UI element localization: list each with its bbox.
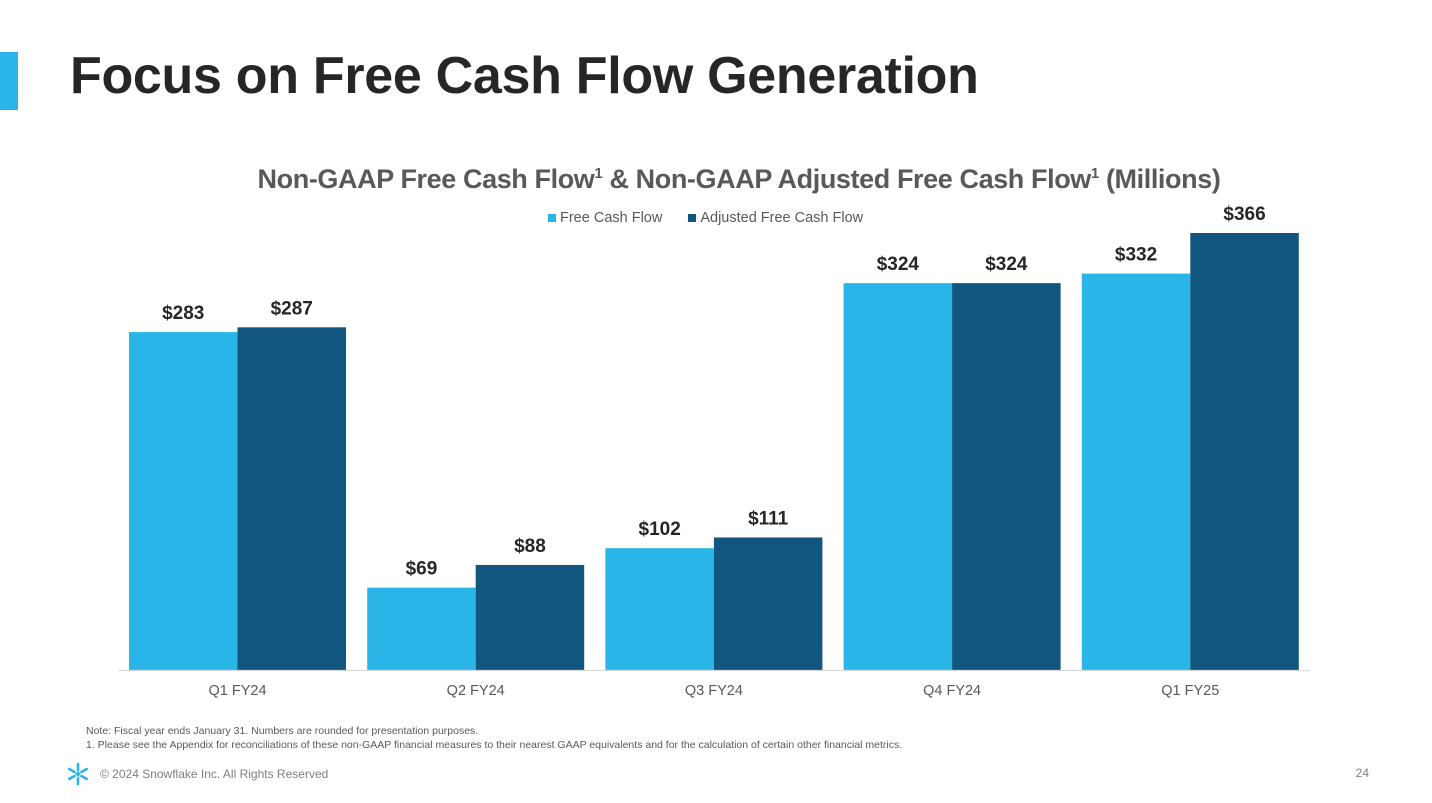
footnotes: Note: Fiscal year ends January 31. Numbe…: [86, 724, 902, 752]
bar-adjusted-free-cash-flow-2: [475, 564, 585, 670]
chart-legend: Free Cash Flow Adjusted Free Cash Flow: [548, 210, 889, 226]
data-label-free-cash-flow-3: $102: [639, 519, 681, 540]
x-tick-label-2: Q2 FY24: [447, 683, 505, 699]
legend-label-adjusted-free-cash-flow: Adjusted Free Cash Flow: [700, 210, 864, 226]
chart-title-part-1: Non-GAAP Free Cash Flow: [257, 164, 595, 194]
slide-title: Focus on Free Cash Flow Generation: [70, 47, 979, 105]
snowflake-logo-icon: [68, 762, 88, 786]
x-tick-label-4: Q4 FY24: [923, 683, 981, 699]
data-label-adjusted-free-cash-flow-5: $366: [1223, 204, 1265, 225]
footnote-note: Note: Fiscal year ends January 31. Numbe…: [86, 725, 479, 737]
bar-free-cash-flow-3: [605, 548, 714, 670]
footnote-1: 1. Please see the Appendix for reconcili…: [86, 739, 903, 751]
legend-label-free-cash-flow: Free Cash Flow: [560, 210, 663, 226]
chart-title-footnote-1: 1: [594, 165, 603, 182]
bar-free-cash-flow-1: [129, 332, 238, 670]
chart-title-footnote-2: 1: [1090, 165, 1099, 182]
data-label-adjusted-free-cash-flow-2: $88: [514, 536, 546, 557]
x-tick-label-5: Q1 FY25: [1161, 683, 1219, 699]
data-label-free-cash-flow-5: $332: [1115, 245, 1157, 266]
bar-adjusted-free-cash-flow-4: [952, 283, 1061, 670]
data-label-adjusted-free-cash-flow-3: $111: [748, 508, 789, 529]
bar-adjusted-free-cash-flow-3: [713, 537, 823, 670]
bar-free-cash-flow-4: [843, 283, 953, 670]
chart-title-part-3: (Millions): [1098, 164, 1221, 194]
x-tick-label-1: Q1 FY24: [208, 683, 266, 699]
data-label-free-cash-flow-1: $283: [162, 303, 204, 324]
chart-title: Non-GAAP Free Cash Flow1 & Non-GAAP Adju…: [0, 164, 1432, 195]
bar-adjusted-free-cash-flow-5: [1190, 233, 1299, 670]
bar-free-cash-flow-2: [367, 587, 476, 670]
legend-swatch-adjusted-free-cash-flow: [688, 214, 697, 222]
page-number: 24: [1355, 766, 1369, 780]
footer: © 2024 Snowflake Inc. All Rights Reserve…: [66, 762, 328, 786]
data-label-adjusted-free-cash-flow-1: $287: [271, 298, 313, 319]
bar-chart: $283 $287 Q1 FY24 $69 $88 Q2 FY24 $102 $111 Q3 F…: [118, 204, 1310, 699]
data-label-adjusted-free-cash-flow-4: $324: [985, 254, 1028, 275]
data-label-free-cash-flow-4: $324: [877, 254, 920, 275]
x-tick-label-3: Q3 FY24: [685, 683, 743, 699]
legend-item-free-cash-flow: Free Cash Flow: [548, 210, 662, 226]
legend-item-adjusted-free-cash-flow: Adjusted Free Cash Flow: [688, 210, 863, 226]
legend-swatch-free-cash-flow: [548, 214, 556, 222]
title-accent-bar: [0, 52, 18, 110]
bar-free-cash-flow-5: [1081, 273, 1191, 670]
data-label-free-cash-flow-2: $69: [406, 559, 438, 580]
bar-adjusted-free-cash-flow-1: [237, 327, 346, 670]
copyright-text: © 2024 Snowflake Inc. All Rights Reserve…: [100, 767, 329, 781]
chart-title-part-2: & Non-GAAP Adjusted Free Cash Flow: [602, 164, 1091, 194]
